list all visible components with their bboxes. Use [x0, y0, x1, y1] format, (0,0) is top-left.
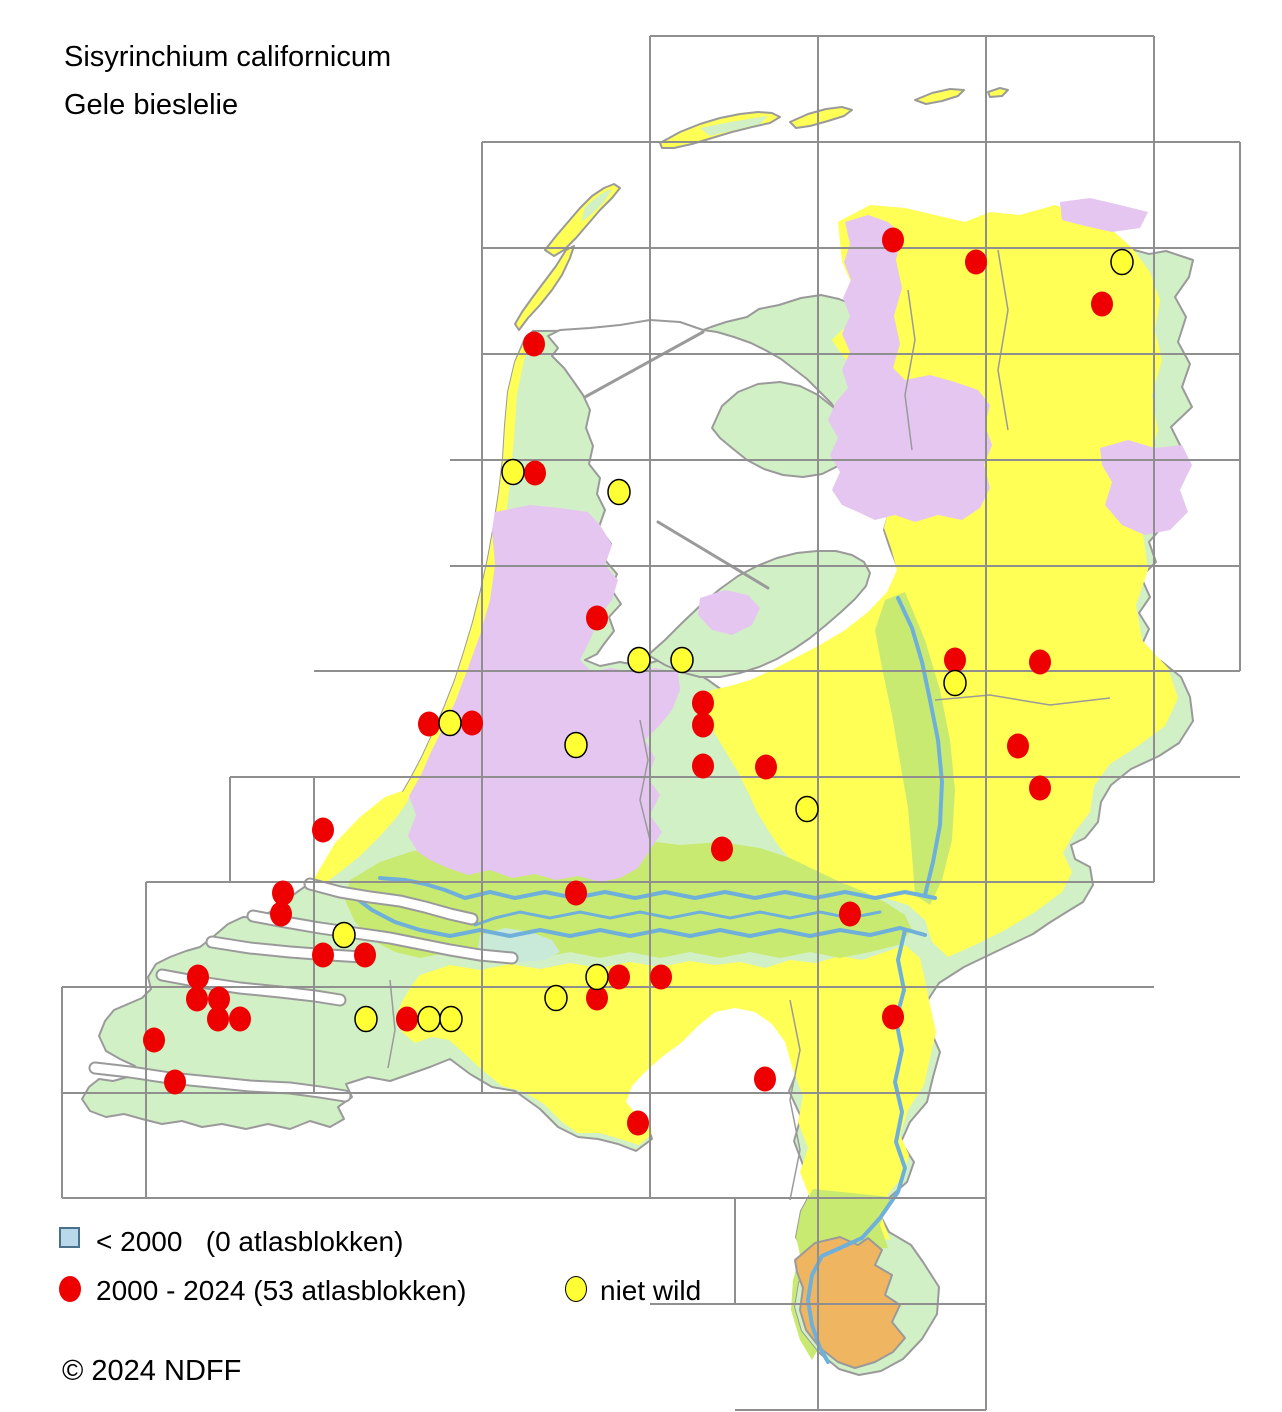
waal-river [313, 880, 927, 938]
island-terschelling-green [700, 116, 768, 136]
atlas-grid [61, 35, 1241, 1411]
record-dot-2000-2024 [586, 605, 608, 631]
nieuwe-waterweg-channel [305, 879, 477, 924]
record-dot-2000-2024 [754, 1066, 776, 1092]
record-dot-2000-2024 [1029, 649, 1051, 675]
haringvliet-channel [248, 911, 517, 963]
linge-river [473, 910, 882, 927]
record-dot-2000-2024 [755, 754, 777, 780]
record-dot-2000-2024 [272, 880, 294, 906]
record-dot-nietwild [607, 478, 631, 506]
red-records-layer [143, 227, 1113, 1136]
record-dot-2000-2024 [692, 690, 714, 716]
record-dot-2000-2024 [608, 964, 630, 990]
record-dot-2000-2024 [965, 249, 987, 275]
island-schiermonnikoog [914, 88, 965, 105]
hoekvanholland-yellow [312, 791, 408, 884]
record-dot-2000-2024 [882, 1004, 904, 1030]
holland-lilac [408, 505, 680, 882]
record-dot-nietwild [795, 795, 819, 823]
record-dot-2000-2024 [692, 753, 714, 779]
island-rottumeroog [987, 87, 1009, 98]
record-dot-2000-2024 [650, 964, 672, 990]
grevelingen-channel [207, 937, 367, 962]
wadden-islands [514, 87, 1009, 331]
record-dot-nietwild [564, 731, 588, 759]
province-borders [387, 249, 1111, 1201]
record-dot-2000-2024 [565, 880, 587, 906]
record-dot-nietwild [417, 1005, 441, 1033]
record-dot-2000-2024 [164, 1069, 186, 1095]
soil-layer [312, 198, 1192, 1369]
ijssel-river [896, 596, 944, 897]
south-yellow [396, 945, 936, 1240]
rivers-layer [313, 596, 944, 1364]
record-dot-2000-2024 [187, 964, 209, 990]
record-dot-nietwild [439, 1005, 463, 1033]
record-dot-2000-2024 [882, 227, 904, 253]
record-dot-nietwild [585, 963, 609, 991]
record-dot-2000-2024 [312, 942, 334, 968]
record-dot-2000-2024 [1029, 775, 1051, 801]
record-dot-nietwild [332, 921, 356, 949]
record-dot-2000-2024 [312, 817, 334, 843]
legend-swatch-nietwild [565, 1276, 587, 1302]
zuid-limburg-orange [794, 1236, 906, 1369]
record-dot-2000-2024 [229, 1006, 251, 1032]
gaasterland-lilac [698, 590, 760, 635]
flevoland-shape [647, 550, 871, 678]
legend-label-2000-2024: 2000 - 2024 (53 atlasblokken) [96, 1275, 467, 1306]
record-dot-nietwild [438, 709, 462, 737]
legend-label-nietwild: niet wild [600, 1275, 702, 1306]
record-dot-2000-2024 [1091, 291, 1113, 317]
legend-swatch-2000-2024 [59, 1276, 81, 1302]
record-dot-nietwild [943, 669, 967, 697]
island-texel-green [581, 190, 612, 222]
record-dot-2000-2024 [523, 331, 545, 357]
record-dot-2000-2024 [207, 1006, 229, 1032]
record-dot-2000-2024 [208, 986, 230, 1012]
record-dot-nietwild [627, 646, 651, 674]
drenthe-lilac [1100, 440, 1192, 535]
record-dot-2000-2024 [461, 710, 483, 736]
island-noorderhaaks [514, 245, 575, 331]
species-scientific-name: Sisyrinchium californicum [64, 41, 392, 73]
record-dot-2000-2024 [586, 985, 608, 1011]
legend-swatch-lt2000 [59, 1227, 80, 1248]
record-dot-nietwild [544, 984, 568, 1012]
record-dot-2000-2024 [396, 1006, 418, 1032]
record-dot-nietwild [1110, 248, 1134, 276]
record-dot-nietwild [354, 1005, 378, 1033]
record-dot-2000-2024 [692, 712, 714, 738]
houtribdijk [656, 520, 770, 590]
friesland-lilac [828, 215, 992, 522]
legend-label-lt2000: < 2000 (0 atlasblokken) [96, 1226, 404, 1257]
record-dot-2000-2024 [711, 836, 733, 862]
island-ameland [789, 106, 853, 129]
afsluitdijk [583, 330, 705, 399]
northeast-yellow [700, 205, 1178, 957]
record-dot-2000-2024 [186, 986, 208, 1012]
record-dot-2000-2024 [1007, 733, 1029, 759]
record-dot-2000-2024 [270, 901, 292, 927]
record-dot-2000-2024 [944, 647, 966, 673]
record-dot-2000-2024 [627, 1110, 649, 1136]
record-dot-2000-2024 [839, 901, 861, 927]
copyright-notice: © 2024 NDFF [62, 1355, 242, 1387]
nederrijn-river [378, 876, 937, 900]
record-dot-2000-2024 [143, 1027, 165, 1053]
record-dot-nietwild [501, 458, 525, 486]
groningen-east-lilac [1060, 198, 1148, 232]
nietwild-records-layer [332, 248, 1134, 1033]
record-dot-2000-2024 [524, 460, 546, 486]
record-dot-2000-2024 [354, 942, 376, 968]
species-common-name: Gele bieslelie [64, 89, 239, 121]
record-dot-2000-2024 [418, 711, 440, 737]
record-dot-nietwild [670, 646, 694, 674]
